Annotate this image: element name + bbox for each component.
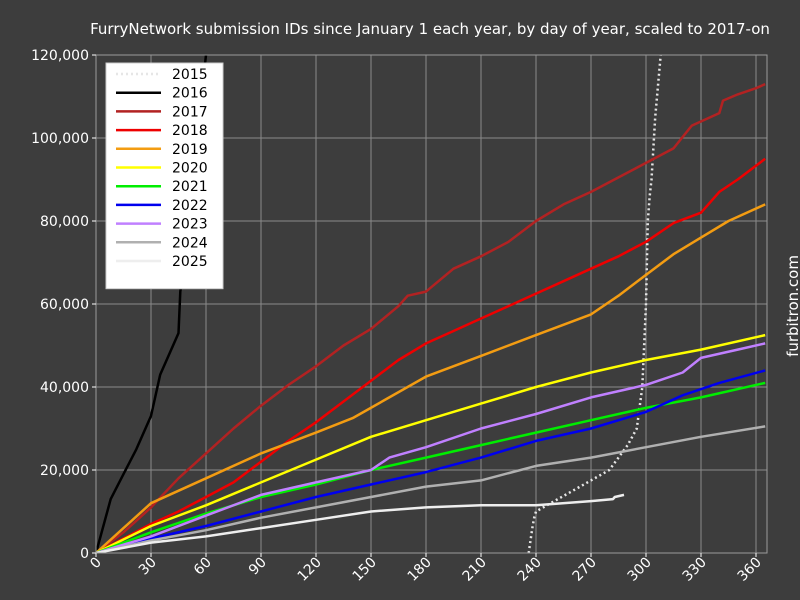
chart-title: FurryNetwork submission IDs since Januar… [90,20,770,38]
x-tick-label: 360 [735,555,765,585]
series-line-2021 [96,381,766,553]
x-tick-label: 150 [350,555,380,585]
legend-label-2020: 2020 [172,161,208,177]
series-line-2018 [96,157,766,553]
legend-label-2016: 2016 [172,86,208,102]
y-tick-label: 120,000 [31,48,89,64]
legend: 2015 2016 2017 2018 2019 2020 2021 2022 2023 2024… [105,62,224,290]
x-tick-label: 210 [460,555,490,585]
legend-label-2023: 2023 [172,217,208,233]
y-axis-ticks: 0 20,000 40,000 60,000 80,000 100,000 120,000 [31,48,96,562]
x-tick-label: 30 [136,555,160,579]
watermark: furbitron.com [784,255,800,357]
series-line-2020 [96,333,766,553]
x-tick-label: 270 [570,555,600,585]
series-line-2024 [96,425,766,553]
legend-label-2024: 2024 [172,235,208,251]
series-line-2019 [96,203,766,553]
x-tick-label: 240 [515,555,545,585]
legend-label-2025: 2025 [172,254,208,270]
series-line-2015 [527,55,662,553]
y-tick-label: 100,000 [31,131,89,147]
series-line-2023 [96,342,766,553]
legend-label-2015: 2015 [172,67,208,83]
y-tick-label: 60,000 [40,297,89,313]
legend-label-2022: 2022 [172,198,208,214]
legend-label-2021: 2021 [172,179,208,195]
x-tick-label: 0 [87,555,105,573]
y-tick-label: 80,000 [40,214,89,230]
y-tick-label: 40,000 [40,380,89,396]
series-line-2025 [96,493,625,553]
legend-label-2019: 2019 [172,142,208,158]
x-tick-label: 90 [246,555,270,579]
x-tick-label: 180 [405,555,435,585]
legend-label-2017: 2017 [172,104,208,120]
legend-label-2018: 2018 [172,123,208,139]
x-tick-label: 120 [295,555,325,585]
x-tick-label: 330 [680,555,710,585]
x-tick-label: 60 [191,555,215,579]
series-line-2017 [96,82,766,553]
legend-box [105,62,224,290]
series-line-2022 [96,369,766,553]
y-tick-label: 0 [80,546,89,562]
plot-lines [96,55,766,553]
y-tick-label: 20,000 [40,463,89,479]
x-axis-ticks: 0 30 60 90 120 150 180 210 240 270 300 330 360 [87,553,765,585]
x-tick-label: 300 [625,555,655,585]
